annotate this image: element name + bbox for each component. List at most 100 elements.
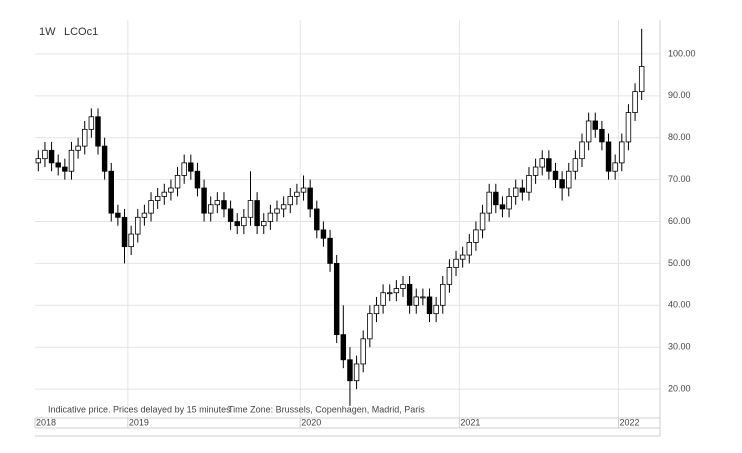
x-tick-label: 2020 bbox=[301, 417, 321, 427]
x-tick-label: 2022 bbox=[619, 417, 639, 427]
candle-body bbox=[82, 128, 88, 147]
candle-body bbox=[559, 179, 565, 189]
candle-body bbox=[35, 158, 42, 164]
candle-body bbox=[420, 296, 426, 299]
y-tick-label: 80.00 bbox=[668, 132, 691, 142]
candle-body bbox=[566, 170, 572, 189]
candle-body bbox=[168, 187, 174, 193]
candle-body bbox=[373, 304, 380, 315]
candle-body bbox=[599, 128, 605, 143]
candle-body bbox=[148, 200, 154, 214]
candle-body bbox=[353, 363, 360, 382]
candle-body bbox=[406, 283, 413, 306]
candle-body bbox=[393, 288, 400, 294]
candle-body bbox=[108, 170, 114, 214]
candle-body bbox=[426, 296, 433, 315]
grid bbox=[35, 20, 660, 418]
candle-body bbox=[181, 162, 187, 176]
candle-body bbox=[287, 195, 293, 206]
candle-body bbox=[75, 145, 81, 151]
candle-body bbox=[612, 162, 618, 172]
candle-body bbox=[141, 212, 148, 218]
candle-body bbox=[280, 204, 287, 210]
candle-body bbox=[327, 237, 333, 264]
candle-body bbox=[320, 229, 327, 239]
candle-body bbox=[241, 216, 247, 227]
interval: 1W bbox=[39, 26, 56, 38]
candle-body bbox=[400, 283, 406, 289]
candle-body bbox=[493, 191, 499, 206]
candle-body bbox=[88, 116, 95, 130]
candle-body bbox=[154, 195, 161, 201]
candle-body bbox=[546, 158, 552, 172]
delay-note: Indicative price. Prices delayed by 15 m… bbox=[48, 404, 231, 414]
candle-body bbox=[247, 200, 254, 218]
candle-body bbox=[539, 158, 545, 168]
candle-body bbox=[552, 170, 559, 181]
candle-body bbox=[433, 304, 439, 315]
candle-body bbox=[585, 120, 592, 143]
candle-body bbox=[519, 187, 526, 193]
candle-body bbox=[174, 175, 181, 189]
candle-body bbox=[188, 162, 194, 172]
candle-body bbox=[314, 208, 320, 231]
candle-body bbox=[115, 212, 121, 218]
candle-body bbox=[532, 166, 539, 176]
candle-body bbox=[572, 158, 579, 172]
candle-body bbox=[459, 254, 466, 260]
candle-body bbox=[453, 258, 459, 268]
candle-body bbox=[619, 141, 625, 164]
x-tick-label: 2018 bbox=[36, 417, 56, 427]
candle-body bbox=[473, 229, 479, 243]
candle-body bbox=[234, 221, 240, 227]
y-tick-label: 60.00 bbox=[668, 216, 691, 226]
y-tick-label: 70.00 bbox=[668, 174, 691, 184]
symbol: LCOc1 bbox=[64, 26, 98, 38]
candle-body bbox=[267, 212, 274, 222]
candle-body bbox=[135, 216, 141, 235]
candle-body bbox=[333, 263, 340, 336]
candle-body bbox=[294, 191, 300, 197]
timezone-note: Time Zone: Brussels, Copenhagen, Madrid,… bbox=[228, 404, 425, 414]
candle-body bbox=[638, 66, 645, 93]
candle-body bbox=[307, 187, 313, 210]
candle-body bbox=[506, 195, 512, 210]
candle-body bbox=[207, 204, 214, 214]
candle-body bbox=[632, 91, 638, 113]
candle-body bbox=[274, 208, 280, 214]
candle-body bbox=[42, 149, 48, 160]
candle-body bbox=[55, 162, 61, 168]
candle-body bbox=[214, 200, 221, 206]
candle-body bbox=[68, 149, 75, 172]
candle-body bbox=[592, 120, 598, 130]
y-tick-label: 20.00 bbox=[668, 383, 691, 393]
candle-body bbox=[261, 221, 267, 227]
candle-body bbox=[254, 200, 260, 227]
candle-body bbox=[605, 141, 612, 172]
candle-body bbox=[128, 233, 134, 248]
candles bbox=[35, 28, 645, 406]
candle-body bbox=[121, 216, 128, 248]
x-tick-label: 2021 bbox=[460, 417, 480, 427]
candle-body bbox=[446, 267, 453, 285]
y-tick-label: 90.00 bbox=[668, 90, 691, 100]
candle-body bbox=[161, 191, 168, 197]
candle-body bbox=[48, 149, 55, 164]
candle-body bbox=[579, 141, 585, 160]
y-tick-label: 30.00 bbox=[668, 342, 691, 352]
candle-body bbox=[499, 204, 506, 210]
candle-body bbox=[466, 242, 473, 256]
candle-body bbox=[625, 112, 632, 143]
candle-body bbox=[526, 175, 532, 193]
candle-body bbox=[347, 359, 353, 382]
y-tick-label: 50.00 bbox=[668, 258, 691, 268]
y-tick-label: 100.00 bbox=[668, 48, 696, 58]
candle-body bbox=[479, 212, 486, 231]
candle-body bbox=[440, 283, 446, 306]
candle-body bbox=[367, 313, 373, 340]
candle-body bbox=[95, 116, 101, 147]
candle-body bbox=[300, 187, 307, 193]
y-tick-label: 40.00 bbox=[668, 300, 691, 310]
candle-body bbox=[227, 208, 234, 222]
candle-body bbox=[512, 187, 519, 197]
